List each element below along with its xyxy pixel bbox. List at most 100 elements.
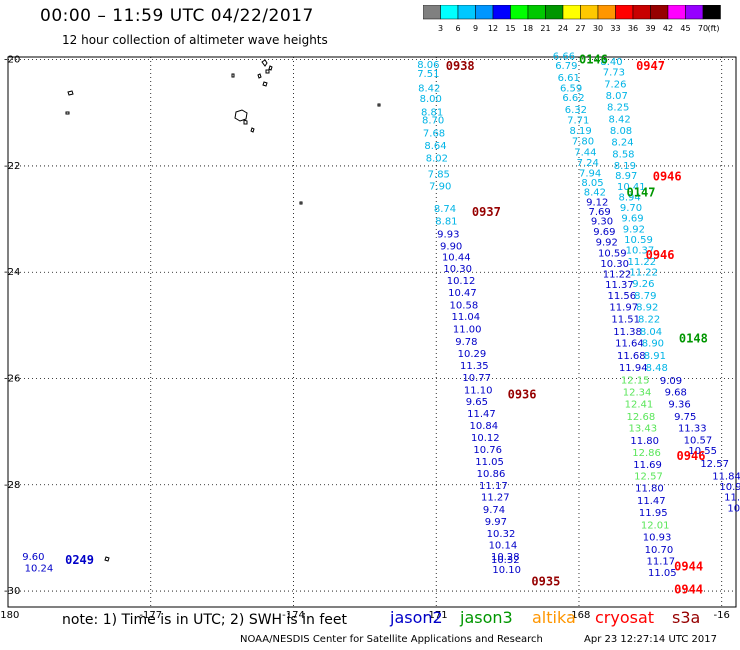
swh-value-label: 8.07 [606,91,628,102]
swh-value-label: 11.97 [609,302,638,313]
pass-time-label: 0946 [646,248,675,262]
island-outline [265,69,270,74]
legend-jason3: jason3 [460,608,513,627]
color-scale-swatch [527,5,546,20]
lon-axis-label: -16 [714,610,730,621]
swh-value-label: 10.30 [443,264,472,275]
color-scale-unit: (ft) [707,24,719,33]
swh-value-label: 10.95 [719,482,740,493]
swh-value-label: 11.38 [613,327,642,338]
swh-value-label: 8.25 [607,103,629,114]
swh-value-label: 8.06 [417,60,439,71]
color-scale-label: 3 [438,24,443,33]
swh-value-label: 8.94 [618,192,640,203]
swh-value-label: 11.56 [608,291,637,302]
swh-value-label: 10.37 [626,246,655,257]
swh-value-label: 10.84 [470,421,499,432]
swh-value-label: 9.75 [674,412,696,423]
swh-value-label: 8.42 [584,188,606,199]
color-scale-bar: 3 6 9 12 15 18 21 24 27 30 33 36 39 42 45 70 (ft) [423,5,721,33]
swh-value-label: 9.12 [586,197,608,208]
plot-border [7,56,737,608]
swh-value-label: 8.81 [435,216,457,227]
swh-value-label: 11.69 [633,460,662,471]
swh-value-label: 11.21 [724,493,740,504]
swh-value-label: 11.64 [615,339,644,350]
lat-axis-label: -26 [4,373,20,384]
map-grid [8,57,736,607]
lat-axis-label: -30 [4,586,20,597]
swh-value-label: 11.84 [712,471,740,482]
swh-value-label: 11.22 [628,257,657,268]
color-scale-swatch [475,5,494,20]
color-scale-swatch [423,5,441,20]
swh-value-label: 8.91 [644,351,666,362]
swh-value-label: 7.51 [417,69,439,80]
color-scale-label: 27 [575,24,585,33]
swh-value-label: 7.44 [574,147,596,158]
color-scale-swatch [510,5,529,20]
swh-value-label: 10.12 [447,276,476,287]
pass-time-label: 0944 [674,582,703,596]
color-scale-label: 39 [645,24,655,33]
swh-value-label: 9.60 [22,552,44,563]
swh-value-label: 12.15 [621,375,650,386]
swh-value-label: 6.62 [562,93,584,104]
swh-value-label: 10.59 [624,235,653,246]
lat-axis-label: -20 [4,55,20,66]
swh-value-label: 8.00 [420,94,442,105]
swh-value-label: 10.76 [473,445,502,456]
island-outline [268,65,273,71]
swh-value-label: 6.66 [553,52,575,63]
color-scale-swatch [615,5,634,20]
swh-value-label: 9.68 [665,388,687,399]
swh-value-label: 9.69 [621,214,643,225]
color-scale-swatch [545,5,564,20]
swh-value-label: 7.94 [579,169,601,180]
color-scale-label: 15 [505,24,515,33]
color-scale-label: 9 [473,24,478,33]
swh-value-label: 11.17 [647,556,676,567]
swh-value-label: 8.19 [614,161,636,172]
pass-time-label: 0147 [627,186,656,200]
swh-value-label: 11.47 [467,409,496,420]
swh-value-label: 9.93 [437,230,459,241]
color-scale-swatch [457,5,476,20]
island-outline [262,81,268,87]
swh-value-label: 10.41 [617,182,646,193]
lat-axis-label: -22 [4,161,20,172]
swh-value-label: 6.32 [565,105,587,116]
swh-value-label: 7.85 [428,170,450,181]
swh-value-label: 11.80 [635,484,664,495]
pass-time-label: 0946 [653,170,682,184]
island-outline [257,73,262,79]
swh-value-label: 8.81 [421,107,443,118]
swh-value-label: 12.68 [627,412,656,423]
swh-value-label: 11.37 [605,280,634,291]
swh-value-label: 12.41 [625,400,654,411]
footer-note: note: 1) Time is in UTC; 2) SWH is in fe… [62,612,348,628]
island-outline [65,111,70,115]
pass-time-label: 0148 [679,332,708,346]
swh-value-label: 6.79 [555,61,577,72]
color-scale-swatch [580,5,599,20]
island-outline [234,109,248,122]
swh-value-label: 6.59 [560,84,582,95]
swh-value-label: 9.92 [596,238,618,249]
swh-value-label: 10.57 [684,435,713,446]
color-scale-label: 42 [663,24,673,33]
swh-value-label: 11.05 [648,568,677,579]
swh-value-label: 10.47 [448,288,477,299]
color-scale-swatch [667,5,686,20]
swh-value-label: 9.74 [483,505,505,516]
swh-value-label: 12.57 [700,459,729,470]
swh-value-label: 11.05 [475,457,504,468]
page-title: 00:00 – 11:59 UTC 04/22/2017 [40,6,314,26]
legend-cryosat: cryosat [595,608,655,627]
swh-value-label: 10.10 [492,565,521,576]
lon-axis-label: -171 [425,610,448,621]
island-outline [377,103,381,107]
pass-time-label: 0146 [579,53,608,67]
swh-value-label: 8.40 [600,57,622,68]
swh-value-label: 8.74 [434,204,456,215]
